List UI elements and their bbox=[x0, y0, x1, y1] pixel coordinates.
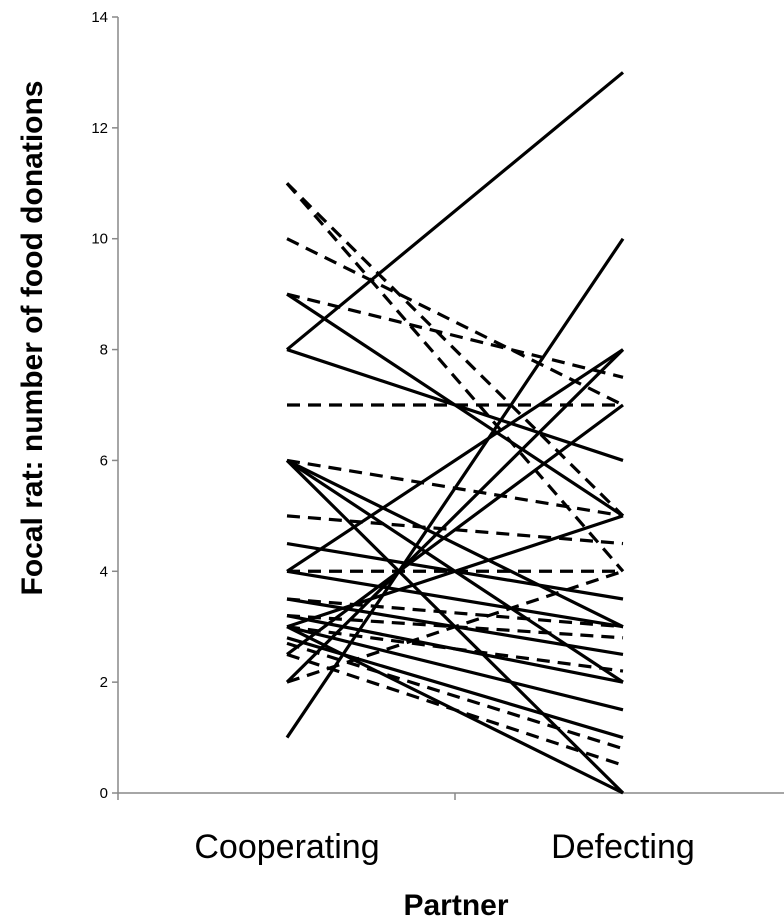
series-line-28-dashed bbox=[286, 625, 624, 673]
y-tick-label: 10 bbox=[91, 231, 108, 248]
series-line-8-solid bbox=[286, 458, 624, 629]
y-axis-title: Focal rat: number of food donations bbox=[16, 81, 49, 596]
axes bbox=[112, 16, 784, 800]
x-category-label: Defecting bbox=[551, 828, 695, 866]
series-line-32-dashed bbox=[286, 641, 624, 751]
y-tick-label: 8 bbox=[100, 342, 108, 359]
series-line-24-dashed bbox=[286, 458, 624, 518]
y-tick-label: 2 bbox=[100, 674, 108, 691]
series-line-31-dashed bbox=[286, 614, 624, 640]
series-line-9-solid bbox=[286, 348, 624, 573]
series-line-21-dashed bbox=[286, 237, 624, 407]
series-line-11-solid bbox=[286, 569, 624, 629]
series-line-25-dashed bbox=[286, 514, 624, 546]
series-line-19-dashed bbox=[285, 182, 625, 517]
series-line-27-dashed bbox=[286, 597, 624, 629]
x-axis-title: Partner bbox=[403, 889, 508, 922]
series-line-1-solid bbox=[285, 71, 625, 351]
series-layer bbox=[285, 71, 625, 795]
y-tick-label: 14 bbox=[91, 9, 108, 26]
y-tick-label: 12 bbox=[91, 120, 108, 137]
y-tick-label: 0 bbox=[100, 785, 108, 802]
labels: 0 2 4 6 8 10 12 14 Cooperating Defecting bbox=[91, 9, 695, 866]
series-line-29-dashed bbox=[286, 652, 624, 767]
series-line-22-dashed bbox=[286, 292, 624, 379]
x-category-label: Cooperating bbox=[194, 828, 379, 866]
y-tick-label: 4 bbox=[100, 563, 108, 580]
series-line-15-solid bbox=[286, 625, 624, 712]
series-line-20-dashed bbox=[285, 182, 625, 573]
y-tick-label: 6 bbox=[100, 452, 108, 469]
